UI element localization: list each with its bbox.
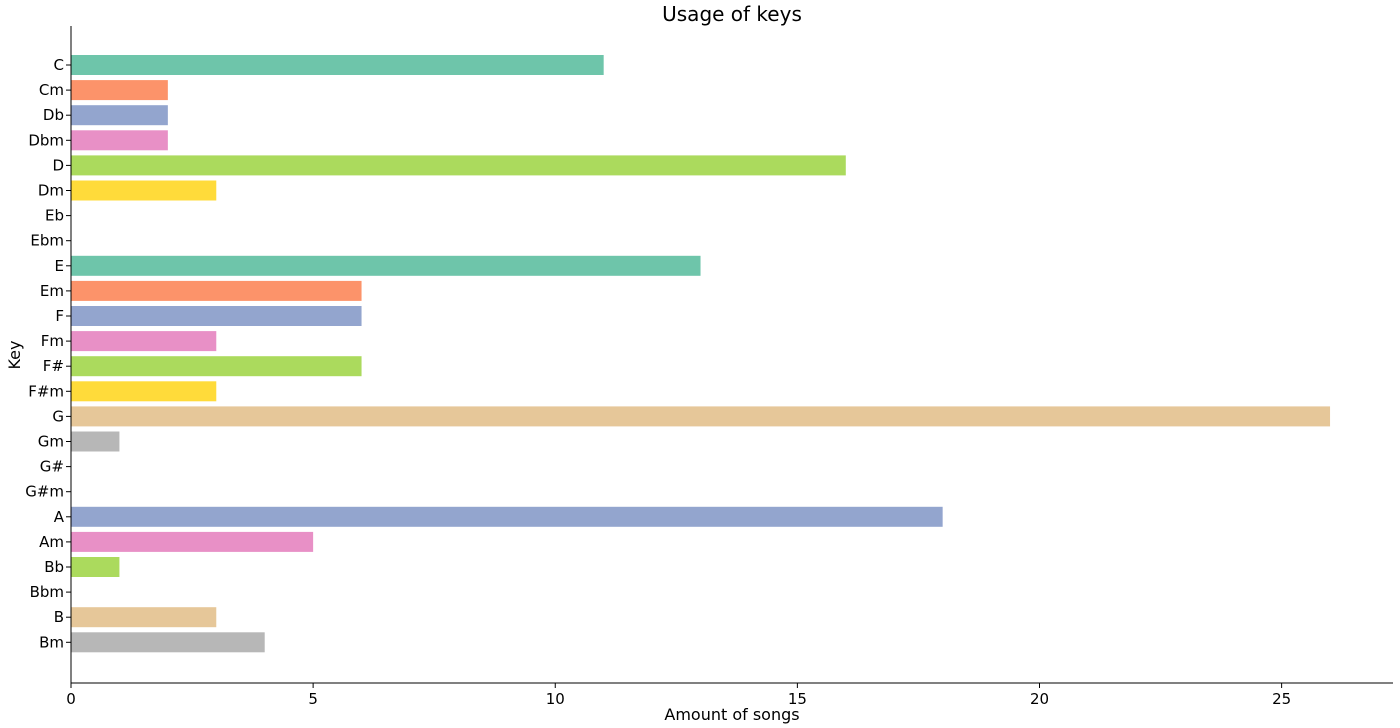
bar-d [71,155,846,176]
y-tick-label: Gm [38,433,64,451]
bar-am [71,531,314,552]
bar-cm [71,80,168,101]
x-axis-label: Amount of songs [664,705,799,724]
y-tick-label: E [55,257,64,275]
x-tick-label: 10 [546,690,565,708]
bar-f [71,306,362,326]
bar-bm [71,632,265,653]
y-tick-label: Eb [45,207,64,225]
y-tick-label: A [54,508,65,526]
y-tick-label: Em [40,282,64,300]
bar-c [71,55,604,75]
y-tick-label: Bbm [30,583,64,601]
bar-dm [71,180,217,201]
bar-b [71,607,217,628]
y-tick-label: Db [43,106,64,124]
y-tick-label: C [54,56,64,74]
y-tick-label: Dm [38,182,64,200]
y-tick-label: D [52,156,64,174]
chart-title: Usage of keys [662,2,802,26]
y-tick-label: Bm [39,633,64,651]
x-tick-label: 5 [308,690,318,708]
x-ticks-layer: 0 5 10 15 20 25 [66,683,1291,708]
y-tick-label: Cm [39,81,64,99]
x-tick-label: 20 [1030,690,1049,708]
y-tick-label: Dbm [28,131,64,149]
y-tick-label: G# [40,458,64,476]
bar-gm [71,431,120,452]
y-tick-label: F# [43,357,64,375]
bar-fsharpm [71,381,217,402]
y-tick-label: Am [39,533,64,551]
bar-a [71,506,943,527]
y-tick-label: F#m [28,382,64,400]
bar-g [71,406,1331,427]
y-tick-label: Bb [44,558,64,576]
bar-em [71,280,362,301]
y-tick-label: G [52,407,64,425]
y-tick-label: B [54,608,64,626]
x-tick-label: 15 [788,690,807,708]
y-tick-label: Fm [41,332,64,350]
x-tick-label: 25 [1272,690,1291,708]
y-ticks-layer: C Cm Db Dbm D Dm Eb Ebm E Em F Fm F# F#m G Gm G# G#m A Am Bb… [25,56,71,651]
y-tick-label: F [55,307,64,325]
x-tick-label: 0 [66,690,76,708]
bar-fsharp [71,356,362,377]
bars-layer [71,55,1331,653]
bar-db [71,105,168,126]
bar-fm [71,331,217,352]
y-axis-label: Key [5,340,24,369]
bar-bb [71,557,120,577]
bar-e [71,255,701,276]
bar-dbm [71,130,168,151]
y-tick-label: Ebm [30,232,64,250]
y-tick-label: G#m [25,483,64,501]
